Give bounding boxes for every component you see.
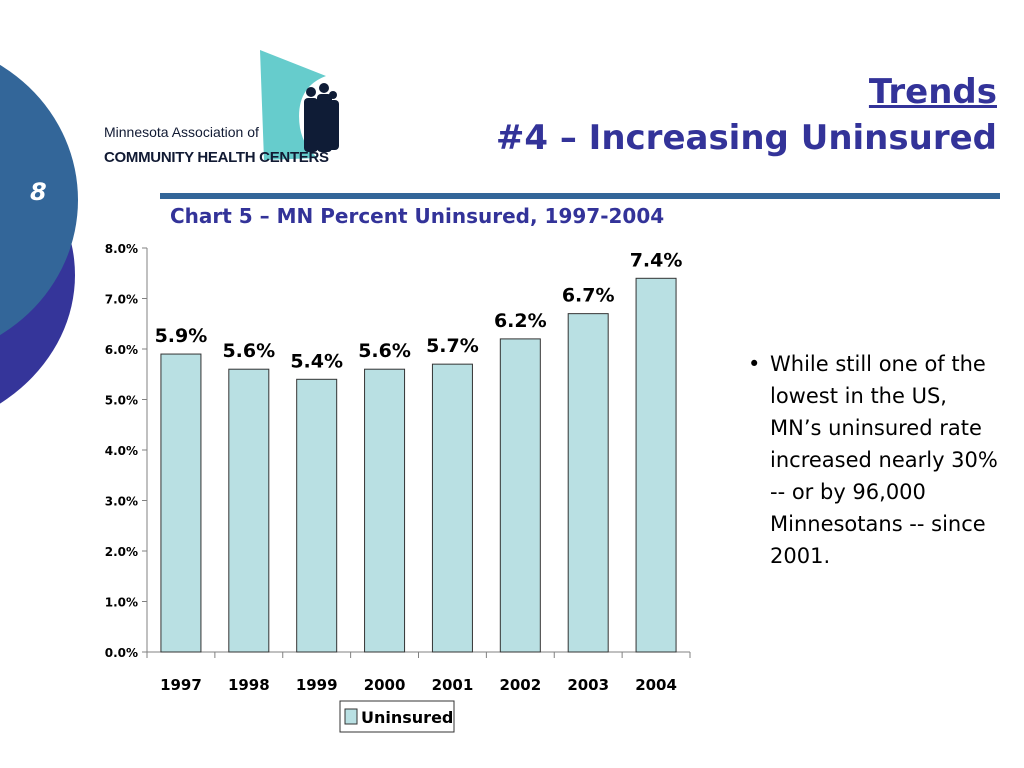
bar — [228, 368, 270, 653]
bar — [567, 313, 609, 653]
bar — [160, 353, 202, 653]
x-tick-label: 2002 — [499, 676, 541, 694]
data-label: 7.4% — [630, 249, 683, 271]
bullet-point: • While still one of the lowest in the U… — [748, 348, 998, 572]
title-divider — [160, 193, 1000, 199]
bar — [364, 368, 406, 653]
bullet-text: While still one of the lowest in the US,… — [770, 352, 998, 568]
y-tick-label: 0.0% — [105, 646, 138, 660]
data-label: 5.6% — [358, 340, 411, 362]
slide-title[interactable]: Trends — [868, 72, 997, 112]
x-tick-label: 1997 — [160, 676, 202, 694]
logo: Minnesota Association of COMMUNITY HEALT… — [104, 48, 344, 183]
data-label: 5.4% — [290, 350, 343, 372]
logo-text-line1: Minnesota Association of — [104, 124, 259, 140]
y-tick-label: 2.0% — [105, 545, 138, 559]
bar — [296, 378, 338, 653]
legend-swatch — [344, 708, 358, 725]
data-label: 6.2% — [494, 310, 547, 332]
chart-title: Chart 5 – MN Percent Uninsured, 1997-200… — [170, 204, 665, 228]
logo-graphic — [260, 50, 339, 160]
data-label: 5.6% — [222, 340, 275, 362]
legend-label: Uninsured — [361, 708, 453, 727]
bullet-icon: • — [748, 352, 761, 376]
decorative-background — [0, 64, 78, 404]
legend — [339, 700, 455, 733]
bar — [635, 277, 677, 653]
decorative-circle-blue — [0, 64, 78, 336]
y-tick-label: 7.0% — [105, 293, 138, 307]
bar — [499, 338, 541, 653]
y-tick-label: 1.0% — [105, 596, 138, 610]
y-tick-label: 6.0% — [105, 343, 138, 357]
x-tick-label: 1999 — [296, 676, 338, 694]
bar — [431, 363, 473, 653]
data-label: 5.7% — [426, 335, 479, 357]
logo-text-line2: COMMUNITY HEALTH CENTERS — [104, 149, 329, 166]
y-tick-label: 3.0% — [105, 495, 138, 509]
data-label: 5.9% — [155, 325, 208, 347]
y-tick-label: 4.0% — [105, 444, 138, 458]
x-tick-label: 2001 — [432, 676, 474, 694]
x-tick-label: 2003 — [567, 676, 609, 694]
slide-subtitle: #4 – Increasing Uninsured — [495, 118, 997, 158]
x-tick-label: 2004 — [635, 676, 677, 694]
x-tick-label: 2000 — [364, 676, 406, 694]
y-tick-label: 8.0% — [105, 242, 138, 256]
slide-number: 8 — [30, 178, 47, 206]
data-label: 6.7% — [562, 285, 615, 307]
x-tick-label: 1998 — [228, 676, 270, 694]
y-tick-label: 5.0% — [105, 394, 138, 408]
